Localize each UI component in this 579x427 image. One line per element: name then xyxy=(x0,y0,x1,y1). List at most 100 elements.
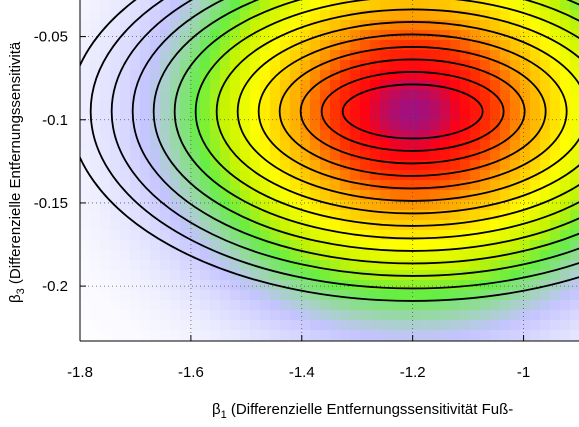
heatmap-cell xyxy=(420,120,431,131)
heatmap-cell xyxy=(160,160,171,171)
heatmap-cell xyxy=(200,40,211,51)
heatmap-cell xyxy=(530,210,541,221)
heatmap-cell xyxy=(460,110,471,121)
heatmap-cell xyxy=(320,320,331,331)
heatmap-cell xyxy=(150,80,161,91)
heatmap-cell xyxy=(240,120,251,131)
heatmap-cell xyxy=(560,270,571,281)
heatmap-cell xyxy=(310,160,321,171)
heatmap-cell xyxy=(470,330,481,341)
heatmap-cell xyxy=(340,230,351,241)
heatmap-cell xyxy=(250,330,261,341)
heatmap-cell xyxy=(290,340,301,341)
heatmap-cell xyxy=(440,40,451,51)
heatmap-cell xyxy=(200,310,211,321)
heatmap-cell xyxy=(110,230,121,241)
heatmap-cell xyxy=(330,280,341,291)
heatmap-cell xyxy=(120,180,131,191)
heatmap-cell xyxy=(280,20,291,31)
heatmap-cell xyxy=(520,10,531,21)
heatmap-cell xyxy=(280,310,291,321)
heatmap-cell xyxy=(130,190,141,201)
heatmap-cell xyxy=(460,220,471,231)
heatmap-cell xyxy=(290,100,301,111)
heatmap-cell xyxy=(460,70,471,81)
heatmap-cell xyxy=(570,280,579,291)
heatmap-cell xyxy=(350,330,361,341)
heatmap-cell xyxy=(120,260,131,271)
heatmap-cell xyxy=(160,100,171,111)
heatmap-cell xyxy=(410,140,421,151)
heatmap-cell xyxy=(530,250,541,261)
heatmap-cell xyxy=(540,120,551,131)
heatmap-cell xyxy=(200,80,211,91)
heatmap-cell xyxy=(410,70,421,81)
heatmap-cell xyxy=(470,170,481,181)
heatmap-cell xyxy=(140,100,151,111)
heatmap-cell xyxy=(460,130,471,141)
heatmap-cell xyxy=(190,340,201,341)
heatmap-cell xyxy=(120,150,131,161)
heatmap-cell xyxy=(490,60,501,71)
heatmap-cell xyxy=(390,180,401,191)
heatmap-cell xyxy=(160,60,171,71)
heatmap-cell xyxy=(400,10,411,21)
heatmap-cell xyxy=(220,280,231,291)
heatmap-cell xyxy=(80,0,91,11)
heatmap-cell xyxy=(210,50,221,61)
heatmap-cell xyxy=(530,320,541,331)
heatmap-cell xyxy=(390,330,401,341)
heatmap-cell xyxy=(270,80,281,91)
heatmap-cell xyxy=(420,110,431,121)
heatmap-cell xyxy=(250,310,261,321)
heatmap-cell xyxy=(410,10,421,21)
heatmap-cell xyxy=(380,10,391,21)
heatmap-cell xyxy=(160,310,171,321)
heatmap-cell xyxy=(540,220,551,231)
heatmap-cell xyxy=(260,10,271,21)
heatmap-cell xyxy=(180,270,191,281)
heatmap-cell xyxy=(160,80,171,91)
heatmap-cell xyxy=(360,50,371,61)
heatmap-cell xyxy=(230,0,241,11)
heatmap-cell xyxy=(140,220,151,231)
heatmap-cell xyxy=(250,40,261,51)
heatmap-cell xyxy=(360,60,371,71)
heatmap-cell xyxy=(550,170,561,181)
heatmap-cell xyxy=(270,90,281,101)
heatmap-cell xyxy=(220,110,231,121)
heatmap-cell xyxy=(220,80,231,91)
heatmap-cell xyxy=(400,50,411,61)
heatmap-cell xyxy=(510,310,521,321)
heatmap-cell xyxy=(350,130,361,141)
heatmap-cell xyxy=(100,50,111,61)
heatmap-cell xyxy=(200,220,211,231)
heatmap-cell xyxy=(180,60,191,71)
heatmap-cell xyxy=(90,240,101,251)
heatmap-cell xyxy=(300,140,311,151)
heatmap-cell xyxy=(100,260,111,271)
heatmap-cell xyxy=(560,30,571,41)
heatmap-cell xyxy=(560,330,571,341)
heatmap-cell xyxy=(440,140,451,151)
heatmap-cell xyxy=(440,280,451,291)
heatmap-cell xyxy=(500,140,511,151)
heatmap-cell xyxy=(110,240,121,251)
heatmap-cell xyxy=(330,220,341,231)
heatmap-cell xyxy=(540,50,551,61)
heatmap-cell xyxy=(310,170,321,181)
heatmap-cell xyxy=(100,10,111,21)
heatmap-cell xyxy=(520,20,531,31)
heatmap-cell xyxy=(420,70,431,81)
heatmap-cell xyxy=(410,150,421,161)
heatmap-cell xyxy=(260,210,271,221)
heatmap-cell xyxy=(230,120,241,131)
heatmap-cell xyxy=(380,60,391,71)
heatmap-cell xyxy=(380,300,391,311)
heatmap-cell xyxy=(90,80,101,91)
heatmap-cell xyxy=(270,130,281,141)
heatmap-cell xyxy=(180,0,191,11)
heatmap-cell xyxy=(410,340,421,341)
heatmap-cell xyxy=(270,270,281,281)
heatmap-cell xyxy=(80,340,91,341)
